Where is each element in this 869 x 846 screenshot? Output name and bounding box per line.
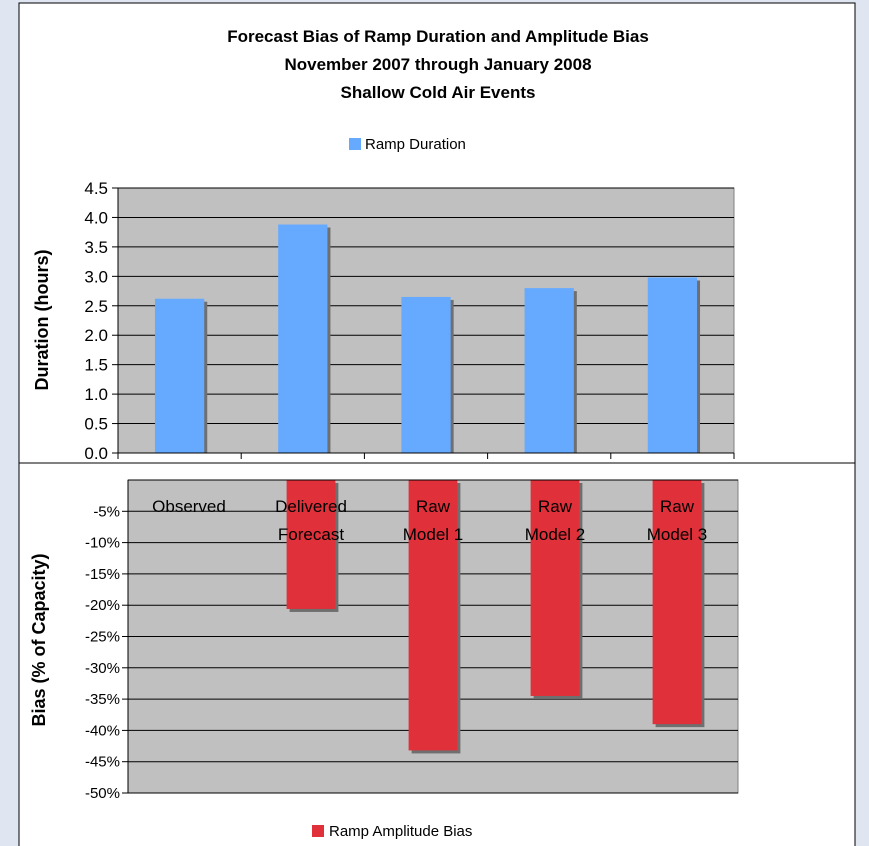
bias-bar <box>652 480 702 725</box>
bias-tick-label: -25% <box>85 629 120 646</box>
chart-title-line-3: Shallow Cold Air Events <box>341 83 536 102</box>
bias-category-label: Delivered <box>275 497 347 516</box>
bias-tick-label: -15% <box>85 566 120 583</box>
duration-tick-label: 2.5 <box>84 297 108 316</box>
bias-tick-label: -20% <box>85 597 120 614</box>
legend-swatch-bias <box>312 825 324 837</box>
bias-category-label: Model 1 <box>403 525 463 544</box>
duration-tick-label: 0.5 <box>84 415 108 434</box>
chart-title-line-1: Forecast Bias of Ramp Duration and Ampli… <box>227 27 649 46</box>
legend-swatch-duration <box>349 138 361 150</box>
duration-tick-label: 4.0 <box>84 208 108 227</box>
duration-tick-label: 3.0 <box>84 267 108 286</box>
bias-category-label: Model 3 <box>647 525 707 544</box>
bias-category-label: Observed <box>152 497 226 516</box>
bias-axis-label: Bias (% of Capacity) <box>29 553 49 726</box>
duration-chart: 0.0 0.5 1.0 1.5 2.0 2.5 3.0 3.5 4.0 4.5 Duration … <box>32 179 735 463</box>
bias-bar <box>408 480 458 751</box>
duration-tick-label: 1.5 <box>84 356 108 375</box>
duration-tick-label: 2.0 <box>84 326 108 345</box>
bias-tick-label: -45% <box>85 754 120 771</box>
duration-bar <box>154 298 205 453</box>
duration-tick-label: 0.0 <box>84 444 108 463</box>
chart-title-line-2: November 2007 through January 2008 <box>284 55 591 74</box>
bias-category-label: Raw <box>416 497 451 516</box>
bias-category-label: Raw <box>538 497 573 516</box>
bias-tick-label: -50% <box>85 785 120 802</box>
legend-label-bias: Ramp Amplitude Bias <box>329 823 472 840</box>
duration-bar <box>647 277 698 453</box>
bias-tick-label: -5% <box>93 503 120 520</box>
duration-tick-label: 1.0 <box>84 385 108 404</box>
bias-category-label: Raw <box>660 497 695 516</box>
bias-tick-label: -40% <box>85 722 120 739</box>
duration-axis-label: Duration (hours) <box>32 250 52 391</box>
bias-bar <box>286 480 336 609</box>
bias-bar <box>530 480 580 696</box>
legend-label-duration: Ramp Duration <box>365 136 466 153</box>
bias-tick-label: -10% <box>85 535 120 552</box>
bias-category-label: Model 2 <box>525 525 585 544</box>
duration-bar <box>278 224 328 453</box>
bias-category-label: Forecast <box>278 525 344 544</box>
duration-tick-label: 3.5 <box>84 238 108 257</box>
duration-bar <box>401 296 451 453</box>
bias-tick-label: -35% <box>85 691 120 708</box>
bias-chart: -5%-10%-15%-20%-25%-30%-35%-40%-45%-50% … <box>29 479 739 802</box>
duration-tick-label: 4.5 <box>84 179 108 198</box>
duration-bar <box>524 288 574 453</box>
bias-tick-label: -30% <box>85 660 120 677</box>
